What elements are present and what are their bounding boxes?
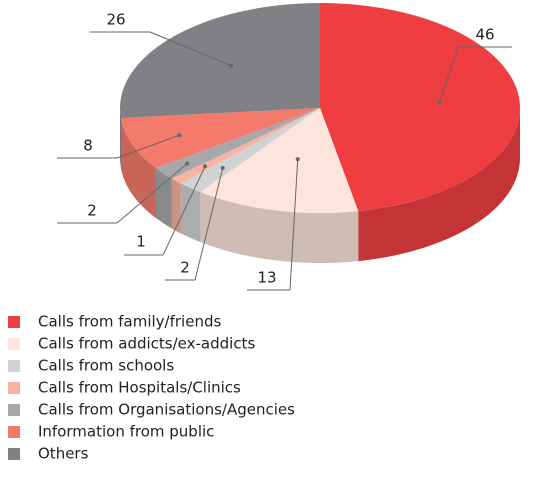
slice: [320, 3, 521, 212]
leader-line: [57, 134, 180, 159]
leader-dot: [203, 164, 208, 169]
legend-swatch: [8, 448, 20, 460]
slice-side: [180, 183, 201, 243]
leader-line: [438, 46, 512, 103]
legend-swatch: [8, 404, 20, 416]
data-label: 2: [180, 259, 190, 277]
leader-dot: [229, 63, 234, 68]
slice: [171, 108, 320, 184]
legend-swatch: [8, 382, 20, 394]
leader-dot: [220, 165, 225, 170]
legend-label: Information from public: [38, 423, 214, 441]
legend-swatch: [8, 426, 20, 438]
slice-side: [200, 192, 359, 263]
legend-label: Calls from Hospitals/Clinics: [38, 379, 241, 397]
data-label: 26: [106, 11, 125, 29]
legend-label: Others: [38, 445, 89, 463]
leader-line: [90, 31, 232, 67]
leader-dot: [185, 161, 190, 166]
slice: [120, 108, 320, 169]
leader-line: [124, 166, 206, 256]
data-label: 2: [87, 202, 97, 220]
slice-side: [358, 108, 520, 262]
slice: [155, 108, 320, 179]
data-label: 8: [83, 137, 93, 155]
data-label: 46: [475, 26, 494, 44]
legend-label: Calls from schools: [38, 357, 174, 375]
legend-swatch: [8, 360, 20, 372]
leader-line: [247, 159, 299, 291]
slice-side: [120, 108, 121, 169]
legend-label: Calls from addicts/ex-addicts: [38, 335, 255, 353]
slice: [180, 108, 320, 193]
data-label: 1: [136, 233, 146, 251]
leader-line: [165, 167, 224, 281]
slice-side: [155, 168, 172, 229]
data-label: 13: [257, 269, 276, 287]
legend-label: Calls from family/friends: [38, 313, 221, 331]
leader-line: [57, 163, 188, 224]
legend-swatch: [8, 316, 20, 328]
slice-side: [120, 118, 156, 219]
slice-side: [171, 178, 181, 234]
slice: [200, 108, 359, 213]
leader-dot: [295, 157, 300, 162]
leader-dot: [177, 133, 182, 138]
legend-swatch: [8, 338, 20, 350]
leader-dot: [437, 99, 442, 104]
legend-label: Calls from Organisations/Agencies: [38, 401, 295, 419]
